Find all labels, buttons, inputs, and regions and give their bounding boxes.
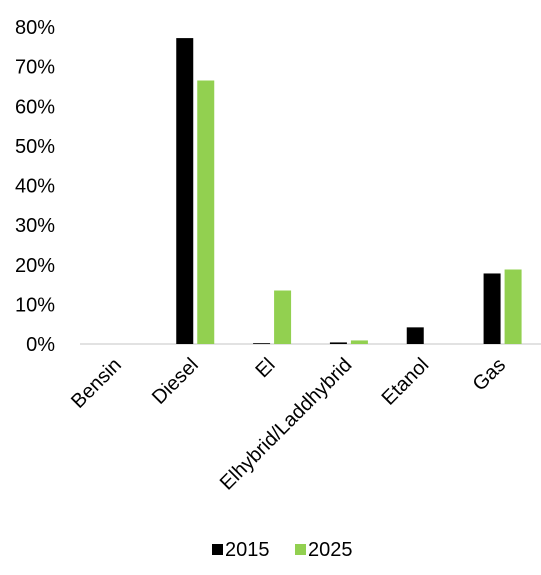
bar-2015-elhybrid-laddhybrid: [329, 342, 347, 344]
legend-label: 2025: [308, 539, 353, 561]
bar-2025-diesel: [197, 80, 215, 345]
bar-2015-el: [253, 343, 271, 344]
category-label: Gas: [469, 354, 510, 395]
category-label: El: [251, 354, 279, 382]
legend: 2015 2025: [212, 539, 353, 561]
bar-2025-elhybrid-laddhybrid: [350, 340, 368, 344]
category-label: Elhybrid/Laddhybrid: [216, 354, 357, 495]
y-axis-labels: 0% 10% 20% 30% 40% 50% 60% 70% 80%: [15, 17, 55, 356]
legend-label: 2015: [225, 539, 270, 561]
y-tick-label: 60%: [15, 96, 55, 118]
y-tick-label: 50%: [15, 136, 55, 158]
y-tick-label: 40%: [15, 176, 55, 198]
bar-2015-diesel: [176, 38, 194, 344]
y-tick-label: 30%: [15, 215, 55, 237]
y-tick-label: 70%: [15, 57, 55, 79]
y-tick-label: 10%: [15, 294, 55, 316]
y-tick-label: 20%: [15, 255, 55, 277]
bar-2015-etanol: [406, 327, 424, 344]
bars: [176, 38, 522, 345]
bar-2025-el: [274, 290, 292, 344]
category-label: Diesel: [148, 354, 203, 409]
y-tick-label: 80%: [15, 17, 55, 39]
legend-swatch: [212, 544, 223, 555]
bar-2025-gas: [504, 269, 522, 344]
legend-swatch: [295, 544, 306, 555]
y-tick-label: 0%: [26, 334, 55, 356]
category-label: Etanol: [378, 354, 434, 410]
bar-2015-gas: [483, 273, 501, 344]
category-label: Bensin: [67, 354, 126, 413]
